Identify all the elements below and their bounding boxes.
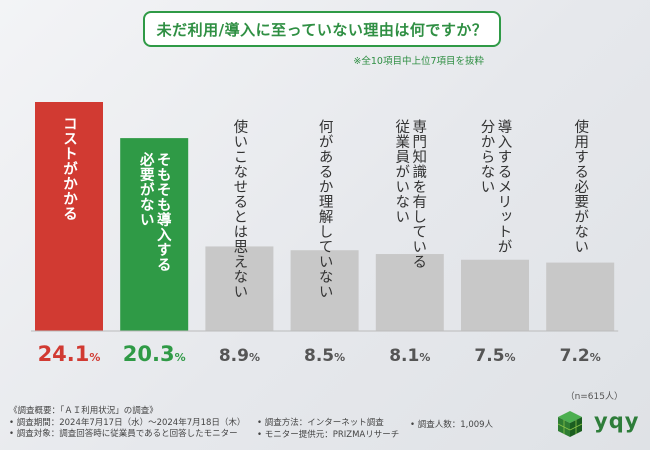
- category-label-6-line-1: 導入するメリットが: [496, 119, 512, 254]
- value-label-4: 8.5%: [304, 346, 345, 366]
- bar-4: [290, 250, 359, 331]
- value-label-1: 24.1%: [38, 342, 101, 366]
- survey-count: • 調査人数：1,009人: [410, 420, 494, 430]
- bar-7: [546, 262, 615, 331]
- sample-size: （n=615人）: [565, 392, 623, 402]
- chart-title-box: 未だ利用/導入に至っていない理由は何ですか？: [143, 11, 501, 47]
- value-label-6: 7.5%: [474, 346, 515, 366]
- category-label-2-line-1: そもそも導入する: [155, 152, 171, 272]
- survey-monitor: • モニター提供元：PRIZMAリサーチ: [257, 429, 400, 440]
- survey-footer-col2: • 調査方法：インターネット調査 • モニター提供元：PRIZMAリサーチ: [257, 418, 399, 441]
- category-label-5-line-1: 専門知識を有している: [410, 119, 426, 269]
- selection-note: ※全10項目中上位7項目を抜粋: [353, 56, 484, 67]
- category-label-7-line-1: 使用する必要がない: [572, 119, 588, 254]
- bar-3: [205, 246, 274, 331]
- value-label-7: 7.2%: [560, 346, 601, 366]
- category-label-6-line-2: 分からない: [479, 119, 495, 194]
- chart-title: 未だ利用/導入に至っていない理由は何ですか？: [156, 20, 488, 39]
- survey-target: • 調査対象：調査回答時に従業員であると回答したモニター: [9, 429, 238, 439]
- survey-method: • 調査方法：インターネット調査: [257, 418, 384, 428]
- survey-period: • 調査期間：2024年7月17日（水）〜2024年7月18日（木）: [9, 417, 246, 428]
- category-label-4-line-1: 何があるか理解していない: [317, 119, 333, 299]
- value-label-2: 20.3%: [123, 342, 186, 366]
- category-label-1-line-1: コストがかかる: [61, 116, 77, 221]
- survey-overview: 《調査概要：「ＡＩ利用状況」の調査》: [9, 406, 158, 416]
- category-label-2-line-2: 必要がない: [138, 151, 155, 227]
- brand-logo-text: yqy: [594, 409, 640, 433]
- category-label-5-line-2: 従業員がいない: [393, 119, 409, 224]
- category-label-3-line-1: 使いこなせるとは思えない: [231, 119, 247, 299]
- cube-logo-icon: [557, 411, 583, 437]
- bar-2: [120, 138, 189, 331]
- bar-1: [35, 102, 103, 331]
- value-label-5: 8.1%: [389, 346, 430, 366]
- bar-6: [461, 259, 529, 331]
- survey-footer: 《調査概要：「ＡＩ利用状況」の調査》 • 調査期間：2024年7月17日（水）〜…: [9, 406, 245, 441]
- value-label-3: 8.9%: [219, 346, 260, 366]
- bar-5: [375, 254, 444, 331]
